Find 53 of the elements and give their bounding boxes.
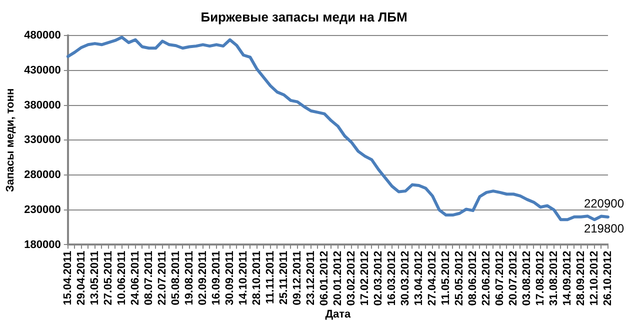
x-tick-label: 30.03.2012 [399,250,412,306]
x-tick-label: 28.10.2011 [250,250,263,306]
x-tick-label: 11.11.2011 [264,250,276,304]
x-tick-label: 30.09.2011 [224,250,236,306]
y-axis-title: Запасы меди, тонн [4,88,17,192]
x-tick-label: 26.10.2012 [602,250,614,306]
y-tick-label: 430000 [24,64,61,76]
annotation: 219800 [584,221,624,236]
annotation: 220900 [584,196,624,211]
x-axis-title: Дата [325,308,352,320]
x-tick-label: 11.05.2012 [440,250,452,306]
x-tick-label: 03.08.2012 [521,250,534,306]
x-tick-label: 22.07.2011 [156,250,168,306]
y-tick-label: 380000 [24,99,61,112]
x-tick-label: 17.08.2012 [534,250,547,306]
x-tick-label: 08.07.2011 [142,250,155,306]
x-tick-label: 27.05.2011 [102,250,114,306]
x-tick-label: 05.08.2011 [170,250,182,306]
x-tick-label: 25.11.2011 [278,250,290,305]
x-tick-label: 14.09.2012 [562,250,574,306]
x-tick-label: 25.05.2012 [454,250,466,306]
x-tick-label: 22.06.2012 [480,250,493,306]
y-tick-label: 330000 [24,134,61,146]
x-tick-label: 03.02.2012 [345,250,358,306]
y-tick-label: 480000 [24,30,61,42]
x-tick-label: 29.04.2011 [75,250,88,306]
x-tick-label: 16.09.2011 [210,250,222,306]
x-tick-label: 14.10.2011 [237,250,250,306]
x-tick-label: 20.01.2012 [332,250,344,306]
x-tick-label: 19.08.2011 [183,250,196,306]
x-tick-label: 15.04.2011 [62,250,74,306]
x-tick-label: 24.06.2011 [129,250,142,306]
y-tick-label: 230000 [24,204,61,216]
y-tick-label: 280000 [24,169,61,182]
x-tick-label: 31.08.2012 [548,250,560,306]
x-tick-label: 27.04.2012 [426,250,438,306]
x-tick-label: 13.05.2011 [88,250,101,306]
x-tick-label: 09.12.2011 [291,250,304,306]
x-tick-label: 23.12.2011 [304,250,317,306]
x-tick-label: 02.03.2012 [372,250,384,306]
x-tick-label: 08.06.2012 [467,250,480,306]
x-tick-label: 10.06.2011 [116,250,128,306]
x-tick-label: 28.09.2012 [575,250,588,306]
y-tick-label: 180000 [24,238,61,251]
x-tick-label: 12.10.2012 [588,250,601,306]
x-tick-label: 13.04.2012 [413,250,425,306]
x-tick-label: 06.01.2012 [318,250,330,306]
x-tick-label: 02.09.2011 [196,250,209,306]
x-tick-label: 16.03.2012 [386,250,398,306]
chart-title: Биржевые запасы меди на ЛБМ [200,9,408,24]
x-tick-label: 17.02.2012 [358,250,371,306]
x-tick-label: 06.07.2012 [494,250,506,306]
x-tick-label: 20.07.2012 [508,250,520,306]
